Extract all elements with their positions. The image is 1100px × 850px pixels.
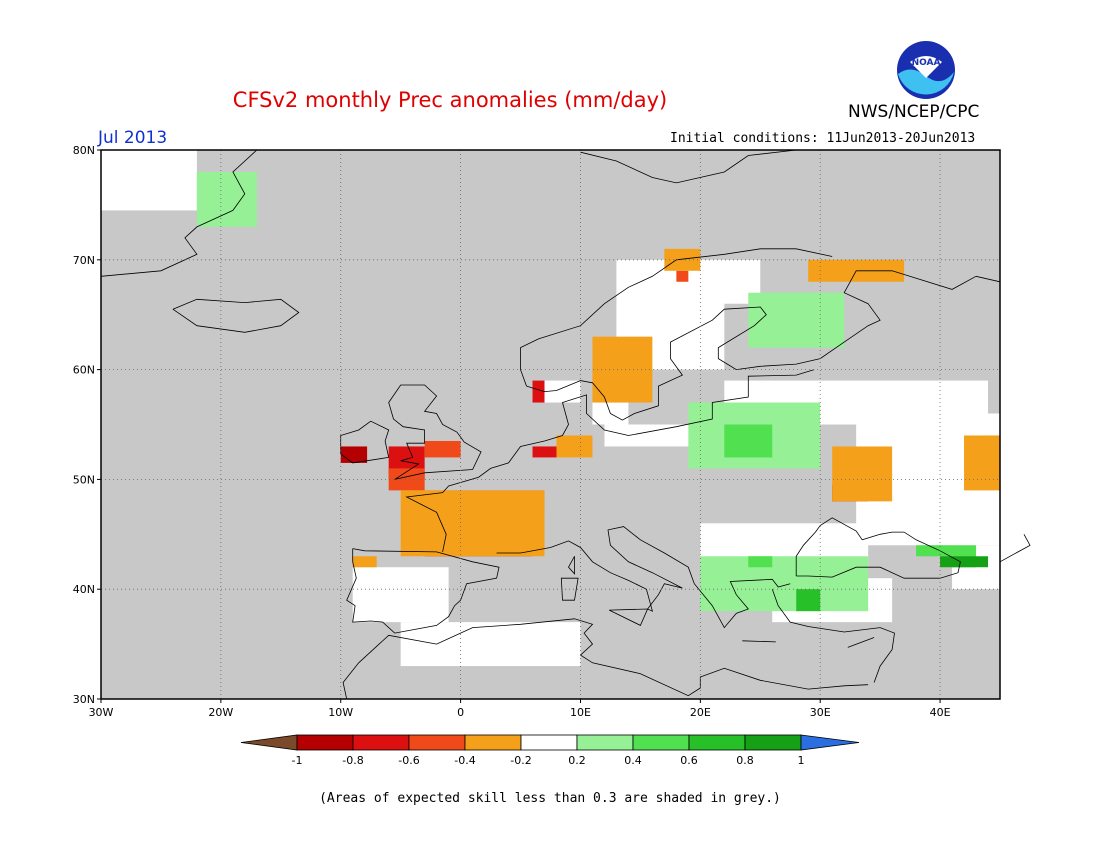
island-outline [609, 608, 649, 626]
colorbar-arrow-high [800, 734, 860, 751]
anomaly-cell [940, 556, 989, 568]
chart-title: CFSv2 monthly Prec anomalies (mm/day) [232, 88, 668, 112]
coastline [771, 589, 895, 683]
neutral-area [352, 567, 449, 623]
lat-tick-label: 30N [73, 693, 95, 706]
coastline [496, 526, 791, 629]
coastline [340, 420, 390, 464]
anomaly-cell [664, 248, 701, 271]
colorbar-arrow-low [240, 734, 298, 751]
anomaly-cell [748, 556, 773, 568]
colorbar-label: -0.2 [510, 754, 531, 767]
colorbar-label: 0.4 [624, 754, 642, 767]
anomaly-cell [532, 446, 557, 458]
anomaly-cell [748, 292, 845, 348]
anomaly-cell [676, 270, 689, 282]
lon-tick-label: 10W [328, 706, 353, 719]
anomaly-cell [592, 336, 653, 403]
anomaly-cell [388, 468, 425, 491]
anomaly-cell [796, 589, 821, 612]
coastline [975, 275, 1001, 283]
neutral-area [101, 150, 197, 211]
colorbar-label: 1 [798, 754, 805, 767]
noaa-logo: NOAA [897, 41, 955, 99]
colorbar-label: 0.2 [568, 754, 586, 767]
coastline [172, 298, 300, 333]
colorbar-box [464, 734, 522, 751]
anomaly-cell [532, 380, 545, 403]
lon-tick-label: 30E [810, 706, 831, 719]
coastline [795, 517, 961, 579]
neutral-area [400, 622, 581, 667]
anomaly-cell [724, 424, 773, 458]
colorbar-box [408, 734, 466, 751]
island-outline [742, 640, 776, 643]
lon-tick-label: 10E [570, 706, 591, 719]
agency-label: NWS/NCEP/CPC [848, 102, 980, 122]
anomaly-cell [352, 556, 377, 568]
anomaly-cell [832, 446, 893, 502]
lat-tick-label: 40N [73, 583, 95, 596]
coastline [520, 248, 833, 387]
colorbar-box [296, 734, 354, 751]
lat-tick-label: 50N [73, 473, 95, 486]
island-outline [847, 637, 875, 648]
colorbar-box [688, 734, 746, 751]
lon-tick-label: 20E [690, 706, 711, 719]
skill-footnote: (Areas of expected skill less than 0.3 a… [319, 791, 781, 806]
colorbar-box [576, 734, 634, 751]
anomaly-cell [916, 545, 977, 557]
anomaly-cell [400, 490, 545, 557]
anomaly-cell [964, 435, 1000, 491]
colorbar-label: -0.4 [454, 754, 475, 767]
neutral-area [604, 424, 701, 447]
coastline [346, 548, 500, 634]
colorbar-label: -1 [292, 754, 303, 767]
colorbar-label: 0.8 [736, 754, 754, 767]
colorbar-box [632, 734, 690, 751]
anomaly-cell [700, 556, 869, 612]
anomaly-cell [424, 440, 461, 458]
coastline [580, 149, 797, 184]
forecast-month: Jul 2013 [98, 128, 168, 148]
coastline [100, 149, 258, 277]
island-outline [560, 577, 579, 601]
lon-tick-label: 30W [89, 706, 114, 719]
lat-tick-label: 80N [73, 144, 95, 157]
lon-tick-label: 20W [208, 706, 233, 719]
coastline [342, 618, 869, 700]
coastline [405, 369, 815, 552]
lat-tick-label: 60N [73, 364, 95, 377]
coastline [388, 384, 482, 480]
lon-tick-label: 0 [457, 706, 464, 719]
colorbar-box [352, 734, 410, 751]
colorbar-label: -0.8 [342, 754, 363, 767]
colorbar-box [744, 734, 802, 751]
colorbar-label: 0.6 [680, 754, 698, 767]
neutral-area [544, 380, 581, 403]
colorbar-box [520, 734, 578, 751]
anomaly-cell [556, 435, 593, 458]
lat-tick-label: 70N [73, 254, 95, 267]
initial-conditions: Initial conditions: 11Jun2013-20Jun2013 [670, 131, 976, 146]
lon-tick-label: 40E [930, 706, 951, 719]
island-outline [568, 556, 575, 575]
map-frame [100, 149, 1001, 700]
logo-text: NOAA [912, 58, 941, 68]
anomaly-cell [196, 171, 257, 227]
coastline [999, 534, 1031, 563]
coastline [526, 270, 977, 421]
colorbar-label: -0.6 [398, 754, 419, 767]
